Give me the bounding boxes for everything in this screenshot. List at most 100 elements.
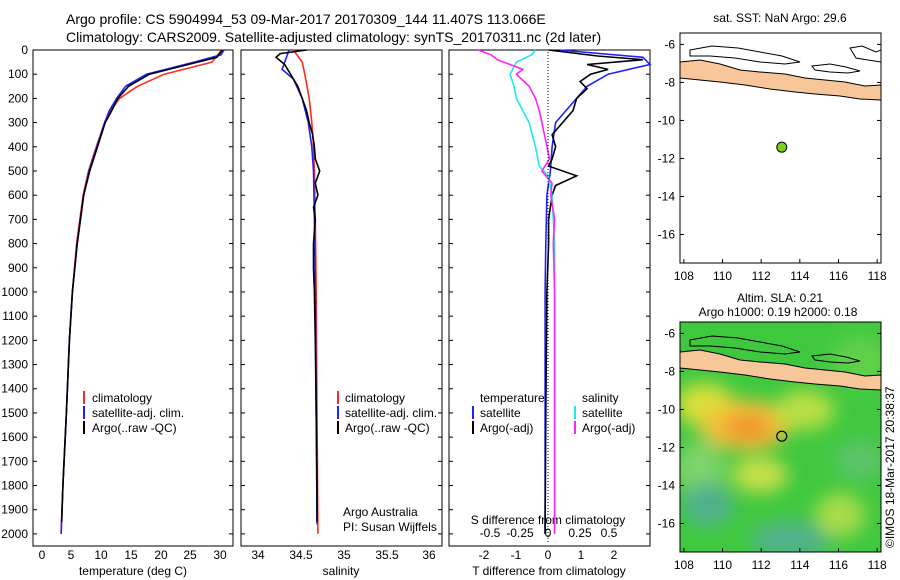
sst-map-frame <box>679 32 882 264</box>
difference-x-ticks: -2 -1 0 1 2 <box>479 548 618 562</box>
map-y-tick-label: -6 <box>664 37 675 51</box>
map-y-tick-label: -8 <box>664 75 675 89</box>
series-line-climatology <box>60 49 223 534</box>
salinity-x-ticks: 34 34.5 35 35.5 36 <box>251 548 436 562</box>
depth-tick-label: 1400 <box>1 382 28 396</box>
argo-float-marker <box>776 141 788 153</box>
svg-text:0.25: 0.25 <box>568 526 592 540</box>
depth-tick-label: 1900 <box>1 503 28 517</box>
map-y-tick-label: -16 <box>658 516 676 530</box>
svg-text:10: 10 <box>94 548 108 562</box>
legend-heading-temperature: temperature <box>480 391 545 405</box>
svg-text:35: 35 <box>337 548 351 562</box>
depth-tick-label: 0 <box>21 43 28 57</box>
map-y-tick-label: -6 <box>664 326 675 340</box>
sst-map-land <box>680 45 881 101</box>
map-y-tick-label: -10 <box>658 402 676 416</box>
map-y-tick-label: -16 <box>658 227 676 241</box>
svg-text:-0.25: -0.25 <box>506 526 534 540</box>
difference-panel <box>448 49 651 547</box>
map-y-tick-label: -10 <box>658 113 676 127</box>
depth-tick-label: 1300 <box>1 358 28 372</box>
legend-label: satellite <box>582 406 623 420</box>
axis-ticks <box>33 49 650 535</box>
sla-map-ticks: 108 110 112 114 116 118 -6 -8 -10 -12 -14 -16 <box>658 326 887 572</box>
temperature-panel <box>32 49 234 547</box>
series-line-argo-raw-qc <box>60 49 223 522</box>
map-y-tick-label: -12 <box>658 440 676 454</box>
sla-map-subtitle: Argo h1000: 0.19 h2000: 0.18 <box>699 305 858 319</box>
map-x-tick-label: 116 <box>829 558 848 572</box>
depth-tick-label: 800 <box>8 237 28 251</box>
map-x-tick-label: 116 <box>829 269 848 283</box>
temperature-x-ticks: 0 5 10 15 20 25 30 <box>39 548 227 562</box>
legend-label: climatology <box>345 391 405 405</box>
annotation-pi: PI: Susan Wijffels <box>343 520 437 534</box>
depth-tick-label: 100 <box>8 67 28 81</box>
map-x-tick-label: 108 <box>674 269 694 283</box>
legend-label: Argo(..raw -QC) <box>92 421 177 435</box>
difference-legend: temperature satellite Argo(-adj) salinit… <box>472 391 635 435</box>
legend-label: Argo(-adj) <box>480 421 533 435</box>
series-line-t-argo-adj <box>544 49 644 534</box>
svg-text:30: 30 <box>213 548 227 562</box>
depth-tick-label: 1500 <box>1 406 28 420</box>
map-x-tick-label: 110 <box>713 558 732 572</box>
temperature-legend: climatology satellite-adj. clim. Argo(..… <box>83 391 184 435</box>
depth-tick-label: 400 <box>8 140 28 154</box>
argo-float-marker <box>776 430 788 442</box>
sst-map-ticks: 108 110 112 114 116 118 -6 -8 -10 -12 -14 -16 <box>658 37 887 283</box>
temperature-x-label: temperature (deg C) <box>79 564 187 578</box>
salinity-legend: climatology satellite-adj. clim. Argo(..… <box>337 391 437 534</box>
svg-text:-2: -2 <box>479 548 490 562</box>
sla-map-title: Altim. SLA: 0.21 <box>737 291 823 305</box>
svg-text:20: 20 <box>154 548 168 562</box>
map-x-tick-label: 108 <box>674 558 694 572</box>
legend-heading-salinity: salinity <box>582 391 619 405</box>
svg-text:35.5: 35.5 <box>375 548 399 562</box>
svg-text:5: 5 <box>68 548 75 562</box>
svg-text:0.5: 0.5 <box>601 526 618 540</box>
map-x-tick-label: 110 <box>713 269 732 283</box>
svg-text:36: 36 <box>422 548 436 562</box>
svg-text:-0.5: -0.5 <box>480 526 501 540</box>
depth-tick-label: 1700 <box>1 454 28 468</box>
svg-text:1: 1 <box>578 548 585 562</box>
svg-text:25: 25 <box>183 548 197 562</box>
depth-tick-label: 200 <box>8 91 28 105</box>
legend-label: satellite-adj. clim. <box>345 406 437 420</box>
salinity-panel <box>240 49 443 547</box>
legend-label: climatology <box>92 391 152 405</box>
legend-label: Argo(..raw -QC) <box>345 421 430 435</box>
legend-label: satellite-adj. clim. <box>92 406 184 420</box>
map-x-tick-label: 118 <box>868 558 887 572</box>
map-y-tick-label: -8 <box>664 364 675 378</box>
map-x-tick-label: 118 <box>868 269 887 283</box>
svg-text:0: 0 <box>39 548 46 562</box>
depth-tick-label: 1600 <box>1 430 28 444</box>
profile-lines <box>60 49 652 534</box>
depth-tick-label: 900 <box>8 261 28 275</box>
imos-timestamp: ©IMOS 18-Mar-2017 20:38:37 <box>883 386 897 548</box>
series-line-t-satellite <box>544 49 652 534</box>
sla-heatmap <box>680 322 881 552</box>
legend-label: satellite <box>480 406 521 420</box>
svg-text:34: 34 <box>251 548 265 562</box>
figure-subtitle: Climatology: CARS2009. Satellite-adjuste… <box>66 29 601 45</box>
depth-tick-label: 1200 <box>1 333 28 347</box>
difference-x-label: T difference from climatology <box>472 564 626 578</box>
salinity-x-label: salinity <box>323 564 360 578</box>
depth-tick-label: 2000 <box>1 527 28 541</box>
annotation-institution: Argo Australia <box>343 505 418 519</box>
sst-map-title: sat. SST: NaN Argo: 29.6 <box>713 11 847 25</box>
map-y-tick-label: -14 <box>658 189 676 203</box>
legend-label: Argo(-adj) <box>582 421 635 435</box>
map-x-tick-label: 112 <box>752 558 771 572</box>
series-line-s-argo-adj <box>478 49 556 534</box>
svg-text:15: 15 <box>124 548 138 562</box>
depth-tick-label: 1800 <box>1 479 28 493</box>
map-x-tick-label: 114 <box>790 269 809 283</box>
map-y-tick-label: -12 <box>658 151 676 165</box>
map-y-tick-label: -14 <box>658 478 676 492</box>
